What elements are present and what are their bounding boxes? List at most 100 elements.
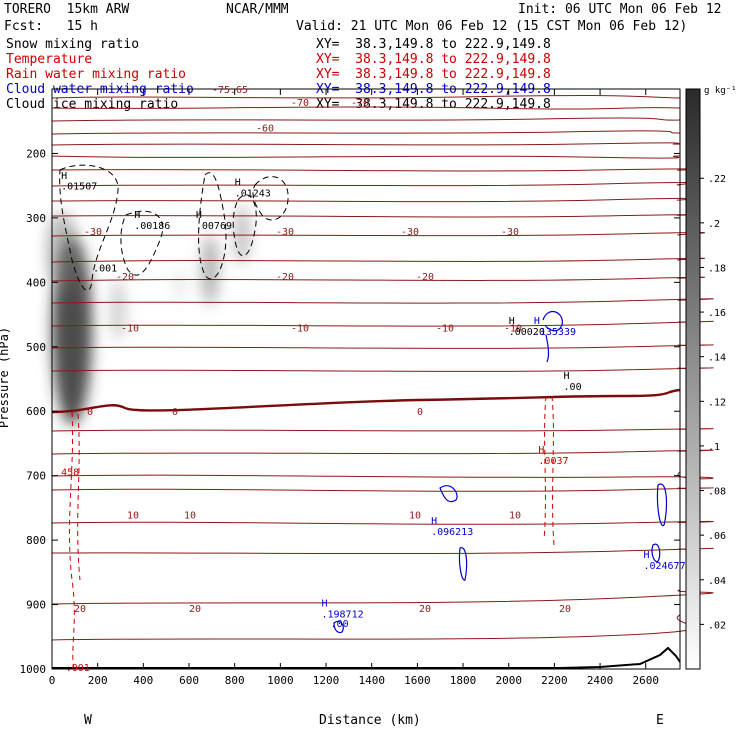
snow-shading — [46, 205, 250, 425]
center-title: NCAR/MMM — [226, 2, 289, 17]
x-tick-label: 600 — [179, 674, 199, 687]
x-tick-label: 1000 — [267, 674, 294, 687]
contour-annotation: H — [196, 210, 202, 221]
field-name-rain: Rain water mixing ratio — [6, 67, 187, 82]
isotherm-label: -60 — [256, 124, 274, 135]
field-xy-snow: XY= 38.3,149.8 to 222.9,149.8 — [316, 37, 551, 52]
isotherm-label: -20 — [416, 272, 434, 283]
colorbar-tick-label: .08 — [708, 487, 726, 498]
isotherm-label: 10 — [509, 510, 521, 521]
isotherm-label: -10 — [121, 323, 139, 334]
contour-annotation: .096213 — [431, 527, 473, 538]
x-tick-label: 800 — [225, 674, 245, 687]
colorbar-tick-label: .02 — [708, 620, 726, 631]
x-tick-label: 2400 — [587, 674, 614, 687]
colorbar — [685, 88, 701, 670]
isotherm-label: 0 — [417, 407, 423, 418]
contour-annotation: .0037 — [538, 456, 568, 467]
contour-annotation: .00 — [331, 619, 349, 630]
y-tick-label: 500 — [26, 341, 46, 354]
colorbar-tick-label: .04 — [708, 576, 726, 587]
x-tick-label: 1200 — [313, 674, 340, 687]
isotherm-label: 10 — [409, 510, 421, 521]
isotherm-label: -75.65 — [212, 85, 248, 96]
y-tick-label: 700 — [26, 470, 46, 483]
contour-annotation: H — [509, 316, 515, 327]
x-tick-label: 0 — [49, 674, 56, 687]
x-tick-label: 1800 — [450, 674, 477, 687]
terrain-line — [52, 646, 681, 669]
y-tick-label: 1000 — [20, 663, 47, 676]
x-axis: 0 200 400 600 800 1000 1200 1400 1600 1800 2000 220… — [49, 89, 659, 687]
isotherm-label: -30 — [401, 227, 419, 238]
y-tick-label: 200 — [26, 147, 46, 160]
y-tick-label: 400 — [26, 276, 46, 289]
field-xy-temperature: XY= 38.3,149.8 to 222.9,149.8 — [316, 52, 551, 67]
init-time: Init: 06 UTC Mon 06 Feb 12 — [518, 2, 722, 17]
isotherm-label: -30 — [84, 227, 102, 238]
contour-annotation: .024677 — [643, 561, 685, 572]
isotherm-label: -10 — [504, 323, 522, 334]
contour-annotation: H — [564, 371, 570, 382]
isotherm-lines — [51, 94, 714, 641]
contour-annotation: .00186 — [134, 221, 170, 232]
contour-annotation: H — [534, 316, 540, 327]
x-axis-west-label: W — [84, 713, 92, 728]
contour-annotation: .00 — [564, 382, 582, 393]
colorbar-tick-label: .16 — [708, 308, 726, 319]
x-tick-label: 2000 — [495, 674, 522, 687]
contour-annotation: .01507 — [61, 182, 97, 193]
plot-frame — [51, 88, 681, 670]
x-tick-label: 1600 — [404, 674, 431, 687]
x-axis-east-label: E — [656, 713, 664, 728]
colorbar-tick-label: .1 — [708, 442, 720, 453]
contour-annotation: 458 — [61, 468, 79, 479]
isotherm-label: 10 — [184, 510, 196, 521]
contour-annotation: .198712 — [321, 609, 363, 620]
y-tick-label: 300 — [26, 212, 46, 225]
x-axis-label: Distance (km) — [319, 713, 421, 728]
isotherm-label: -30 — [276, 227, 294, 238]
contour-annotation: H — [61, 171, 67, 182]
isotherm-label: 0 — [172, 407, 178, 418]
colorbar-tick-label: .12 — [708, 397, 726, 408]
x-tick-label: 200 — [88, 674, 108, 687]
x-tick-label: 400 — [133, 674, 153, 687]
field-xy-rain: XY= 38.3,149.8 to 222.9,149.8 — [316, 67, 551, 82]
isotherm-label: -70 — [291, 98, 309, 109]
isotherm-label: -20 — [276, 272, 294, 283]
colorbar-tick-label: .18 — [708, 263, 726, 274]
isotherm-label: -20 — [116, 272, 134, 283]
valid-time: Valid: 21 UTC Mon 06 Feb 12 (15 CST Mon … — [296, 19, 688, 34]
isotherm-label: -10 — [291, 323, 309, 334]
rain-contours — [68, 395, 555, 671]
field-name-temperature: Temperature — [6, 52, 93, 67]
freezing-level-line — [51, 388, 681, 414]
contour-annotation: H — [235, 178, 241, 189]
isotherm-label: 20 — [74, 604, 86, 615]
contour-annotation: H — [321, 598, 327, 609]
contour-annotation: H — [134, 210, 140, 221]
isotherm-label: 0 — [87, 407, 93, 418]
y-axis-label: Pressure (hPa) — [0, 326, 12, 429]
colorbar-tick-label: .06 — [708, 531, 726, 542]
x-tick-label: 1400 — [358, 674, 385, 687]
colorbar-tick-label: .22 — [708, 174, 726, 185]
field-name-snow: Snow mixing ratio — [6, 37, 140, 52]
colorbar-tick-label: .14 — [708, 353, 726, 364]
contour-annotation: .00020 — [509, 327, 545, 338]
contour-annotation: .001 — [66, 663, 90, 674]
contour-annotation: .135339 — [534, 327, 576, 338]
x-tick-label: 2200 — [541, 674, 568, 687]
x-tick-label: 2600 — [632, 674, 659, 687]
isotherm-labels: -75.65 -70 -70 -60 -30 -30 -30 -30 -20 -20 -20 -10 -… — [74, 85, 571, 615]
y-tick-label: 600 — [26, 405, 46, 418]
isotherm-label: 20 — [189, 604, 201, 615]
colorbar-unit: g kg⁻¹ — [704, 86, 737, 96]
cloud-water-contours — [333, 310, 668, 634]
contour-annotation: H — [538, 445, 544, 456]
model-title: TORERO 15km ARW — [4, 2, 130, 17]
isotherm-label: -10 — [436, 323, 454, 334]
